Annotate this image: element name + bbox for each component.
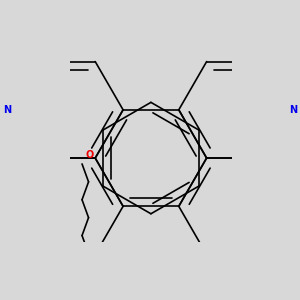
Text: O: O [85,150,94,160]
Text: N: N [3,105,11,115]
Text: N: N [289,105,297,115]
